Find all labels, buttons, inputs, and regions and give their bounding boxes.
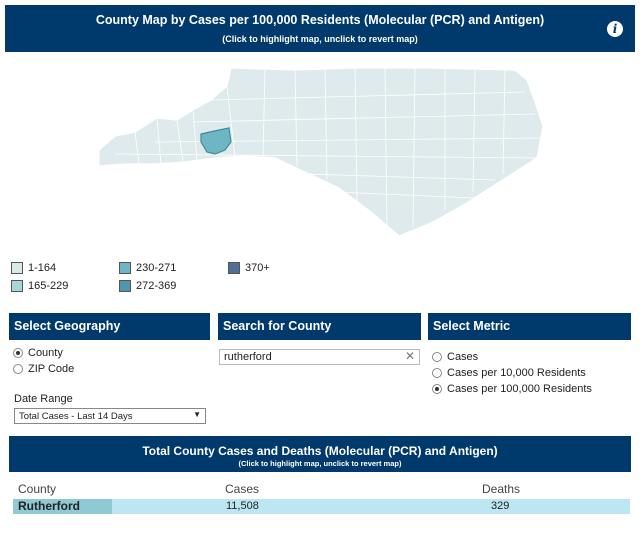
legend-swatch [119,280,131,292]
legend-swatch [119,262,131,274]
radio-unselected-icon[interactable] [432,352,442,362]
legend-swatch [11,280,23,292]
table-title: Total County Cases and Deaths (Molecular… [142,444,498,458]
radio-county[interactable]: County [13,347,63,359]
table-row[interactable] [13,499,630,514]
row-county[interactable]: Rutherford [18,499,80,513]
map-header: County Map by Cases per 100,000 Resident… [5,5,635,52]
table-header: Total County Cases and Deaths (Molecular… [9,436,631,472]
legend-item: 230-271 [119,262,176,274]
date-range-label: Date Range [14,393,73,405]
geography-heading: Select Geography [9,313,210,340]
search-heading: Search for County [218,313,421,340]
legend-swatch [11,262,23,274]
radio-unselected-icon[interactable] [432,368,442,378]
radio-metric-cases[interactable]: Cases [432,351,478,363]
date-range-value: Total Cases - Last 14 Days [19,411,133,422]
column-header-cases[interactable]: Cases [225,482,260,496]
legend-item: 1-164 [11,262,56,274]
date-range-select[interactable]: Total Cases - Last 14 Days ▼ [14,408,206,424]
radio-unselected-icon[interactable] [13,364,23,374]
radio-metric-per-10000[interactable]: Cases per 10,000 Residents [432,367,586,379]
county-search-input[interactable] [219,349,420,365]
radio-selected-icon[interactable] [432,384,442,394]
column-header-county[interactable]: County [18,482,57,496]
info-icon[interactable]: i [607,21,623,37]
legend-swatch [228,262,240,274]
metric-heading: Select Metric [428,313,631,340]
table-row-county-cell[interactable] [13,499,112,514]
radio-zip-code[interactable]: ZIP Code [13,363,74,375]
column-header-deaths[interactable]: Deaths [482,482,521,496]
table-subtitle: (Click to highlight map, unclick to reve… [238,459,402,468]
map-subtitle: (Click to highlight map, unclick to reve… [222,34,418,44]
radio-selected-icon[interactable] [13,348,23,358]
row-deaths: 329 [491,500,510,512]
row-cases: 11,508 [226,500,259,512]
chevron-down-icon[interactable]: ▼ [193,410,201,419]
county-lines [114,67,542,233]
legend-item: 370+ [228,262,270,274]
clear-icon[interactable]: ✕ [405,349,416,363]
rutherford-county-highlight[interactable] [200,127,232,155]
radio-metric-per-100000[interactable]: Cases per 100,000 Residents [432,383,592,395]
map-title: County Map by Cases per 100,000 Resident… [95,13,545,27]
legend-item: 165-229 [11,280,68,292]
legend-item: 272-369 [119,280,176,292]
nc-county-map[interactable] [95,62,550,240]
